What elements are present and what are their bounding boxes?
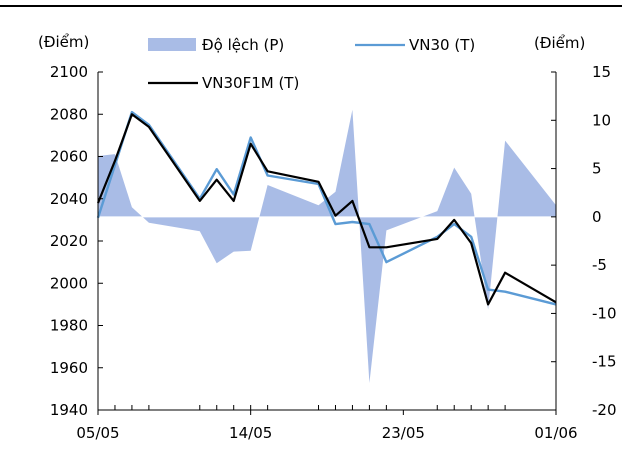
legend-label-deviation: Độ lệch (P) — [202, 36, 284, 54]
left-axis-tick-label: 2060 — [50, 148, 88, 166]
x-axis-tick-label: 23/05 — [382, 424, 425, 442]
right-axis-tick-label: 5 — [592, 160, 602, 178]
legend-label-vn30f1m: VN30F1M (T) — [202, 74, 299, 92]
right-axis-tick-label: 10 — [592, 111, 611, 129]
legend: Độ lệch (P) VN30 (T) VN30F1M (T) — [148, 36, 475, 92]
left-axis-tick-label: 2000 — [50, 274, 88, 292]
x-axis-tick-label: 14/05 — [229, 424, 272, 442]
left-axis-tick-label: 2040 — [50, 190, 88, 208]
left-axis-tick-label: 1940 — [50, 401, 88, 419]
left-axis-tick-label: 2100 — [50, 63, 88, 81]
right-axis-tick-label: 15 — [592, 63, 611, 81]
right-axis-tick-label: -10 — [592, 304, 617, 322]
x-axis-tick-label: 01/06 — [534, 424, 577, 442]
left-axis-tick-label: 1960 — [50, 359, 88, 377]
left-axis-unit-label: (Điểm) — [38, 33, 89, 51]
left-axis-tick-label: 2080 — [50, 105, 88, 123]
right-axis-tick-label: -5 — [592, 256, 607, 274]
left-axis-tick-label: 2020 — [50, 232, 88, 250]
legend-swatch-deviation — [148, 38, 196, 51]
series-line-vn30-t — [96, 110, 557, 306]
x-axis-tick-label: 05/05 — [76, 424, 119, 442]
legend-label-vn30: VN30 (T) — [409, 36, 475, 54]
axes-layer: 2100 2080 2060 2040 2020 2000 1980 1960 1940 15 10… — [50, 63, 617, 442]
series-line-vn30f1m-t — [96, 113, 557, 306]
right-axis-unit-label: (Điểm) — [534, 34, 585, 52]
right-axis-tick-label: -15 — [592, 353, 617, 371]
line-series-layer — [96, 110, 557, 306]
left-axis-tick-label: 1980 — [50, 317, 88, 335]
right-axis-tick-label: 0 — [592, 208, 602, 226]
right-axis-tick-label: -20 — [592, 401, 617, 419]
